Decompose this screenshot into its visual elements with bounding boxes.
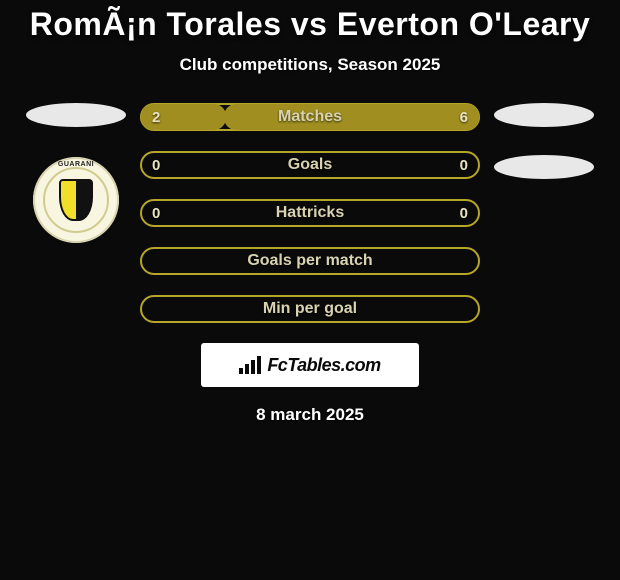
brand-text: FcTables.com bbox=[267, 355, 380, 376]
bar-value-right: 6 bbox=[460, 103, 468, 131]
main-row: GUARANI Matches26Goals00Hattricks00Goals… bbox=[0, 103, 620, 323]
subtitle: Club competitions, Season 2025 bbox=[0, 55, 620, 75]
left-side: GUARANI bbox=[26, 103, 126, 243]
crest-inner bbox=[43, 167, 109, 233]
stat-row: Min per goal bbox=[140, 295, 480, 323]
bar-label: Min per goal bbox=[140, 295, 480, 323]
bar-value-left: 0 bbox=[152, 199, 160, 227]
page-title: RomÃ¡n Torales vs Everton O'Leary bbox=[0, 6, 620, 43]
infographic-container: RomÃ¡n Torales vs Everton O'Leary Club c… bbox=[0, 0, 620, 425]
bar-value-right: 0 bbox=[460, 151, 468, 179]
bar-value-right: 0 bbox=[460, 199, 468, 227]
stat-row: Goals per match bbox=[140, 247, 480, 275]
brand-chart-icon bbox=[239, 356, 261, 374]
bar-label: Goals bbox=[140, 151, 480, 179]
shield-icon bbox=[59, 179, 93, 221]
bar-label: Goals per match bbox=[140, 247, 480, 275]
footer-brand-box: FcTables.com bbox=[201, 343, 419, 387]
bar-label: Matches bbox=[140, 103, 480, 131]
player-right-ellipse-2 bbox=[494, 155, 594, 179]
player-right-ellipse-1 bbox=[494, 103, 594, 127]
right-side bbox=[494, 103, 594, 179]
stat-row: Goals0 0 bbox=[140, 151, 480, 179]
bar-value-left: 2 bbox=[152, 103, 160, 131]
bar-label: Hattricks bbox=[140, 199, 480, 227]
stat-row: Hattricks0 0 bbox=[140, 199, 480, 227]
team-left-crest: GUARANI bbox=[33, 157, 119, 243]
player-left-ellipse bbox=[26, 103, 126, 127]
stat-bars: Matches26Goals00Hattricks00Goals per mat… bbox=[140, 103, 480, 323]
stat-row: Matches2 6 bbox=[140, 103, 480, 131]
bar-value-left: 0 bbox=[152, 151, 160, 179]
date-text: 8 march 2025 bbox=[0, 405, 620, 425]
